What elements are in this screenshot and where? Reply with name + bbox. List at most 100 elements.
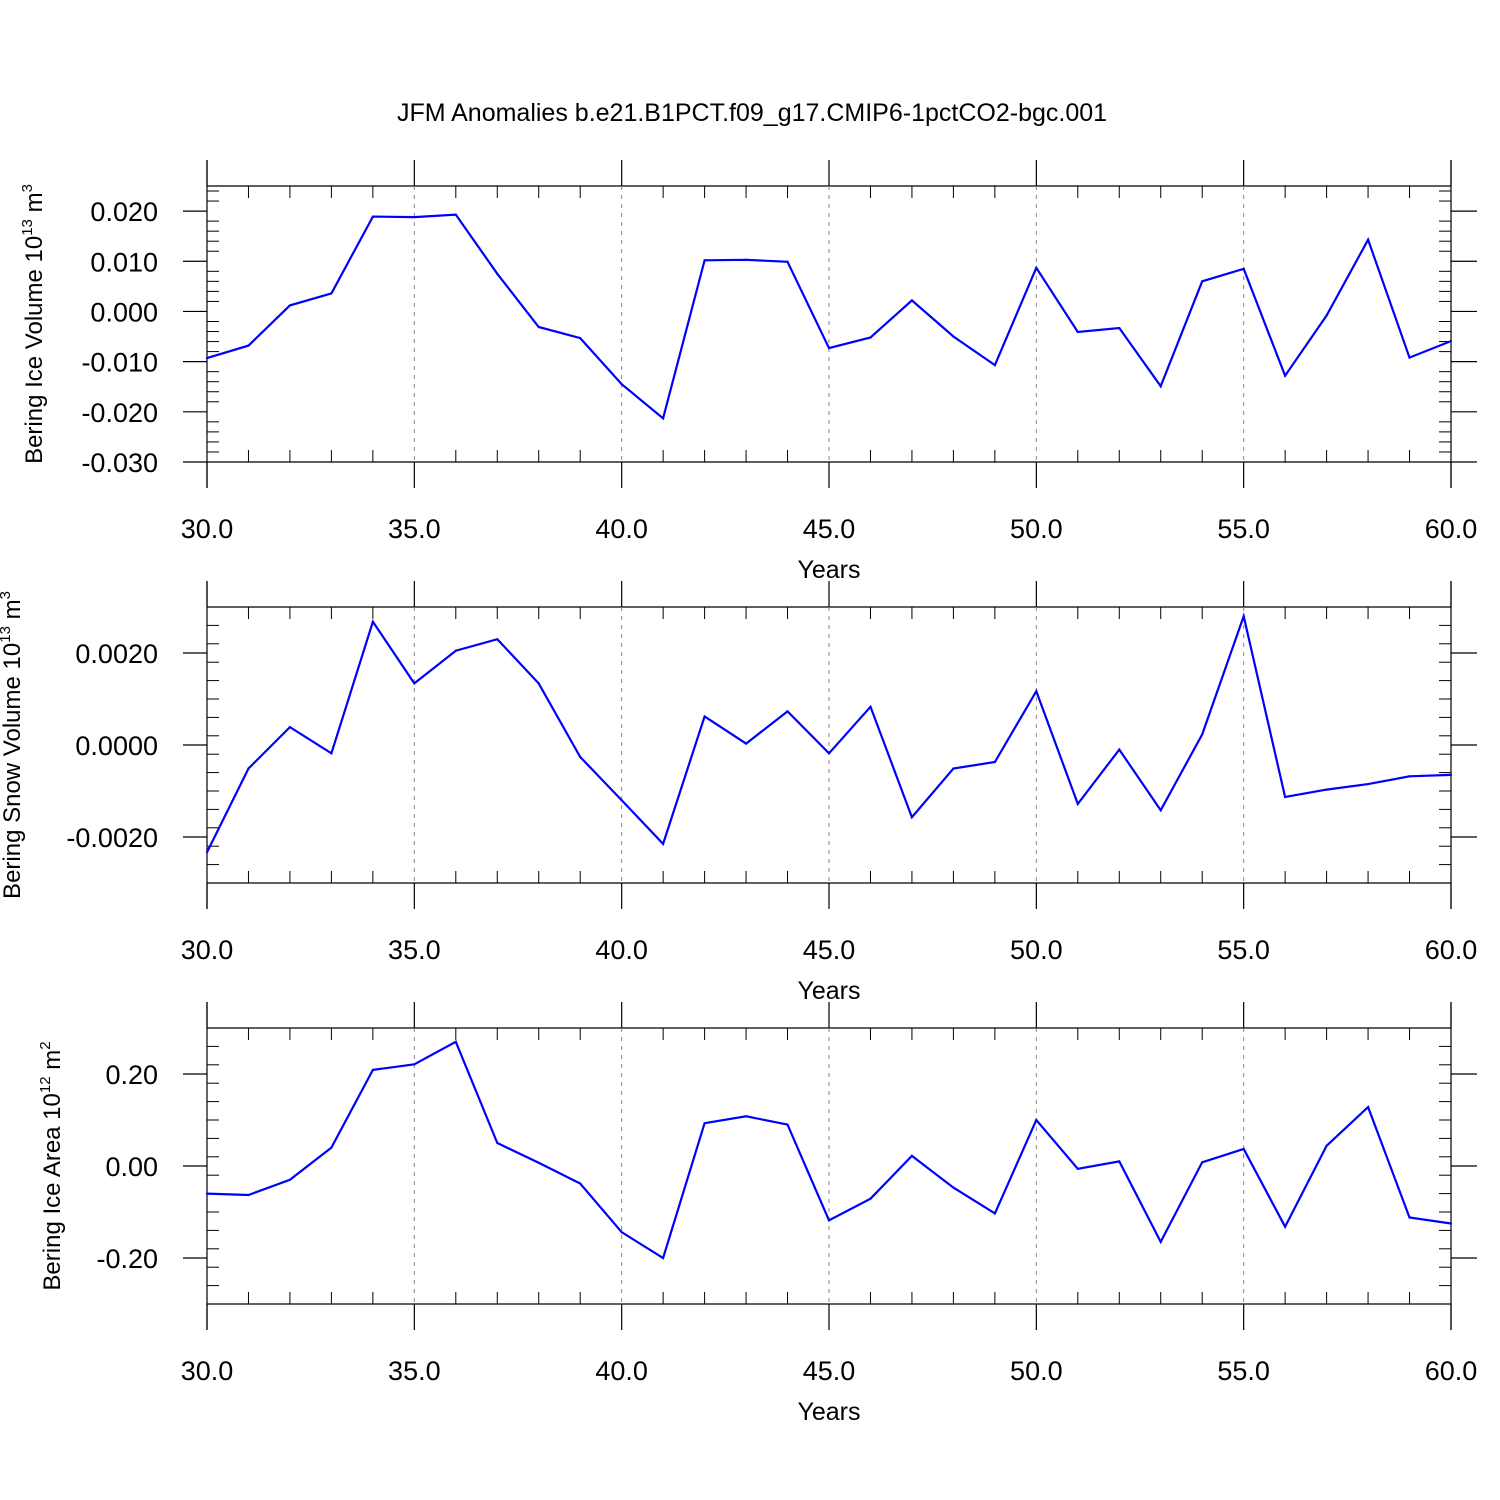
data-point <box>620 799 623 802</box>
data-point <box>1242 267 1245 270</box>
x-tick-label: 50.0 <box>1010 514 1063 544</box>
y-tick-label: -0.20 <box>96 1244 158 1274</box>
data-point <box>496 272 499 275</box>
data-point <box>1035 1118 1038 1122</box>
data-point <box>454 213 457 216</box>
data-point <box>827 1219 831 1222</box>
data-point <box>1408 1216 1411 1219</box>
data-point <box>1242 615 1245 618</box>
y-tick-label: -0.0020 <box>66 823 158 853</box>
y-tick-label: 0.00 <box>105 1152 158 1182</box>
data-point <box>1284 374 1287 377</box>
data-point <box>1408 356 1411 359</box>
data-point <box>247 344 250 347</box>
data-point <box>1449 339 1453 343</box>
data-point <box>910 1154 914 1157</box>
x-tick-label: 40.0 <box>595 514 648 544</box>
y-axis-label-unit-exponent: 2 <box>37 1041 54 1049</box>
data-point <box>247 1193 250 1197</box>
data-point <box>537 325 540 329</box>
x-tick-label: 30.0 <box>181 935 234 965</box>
data-point <box>1076 1167 1079 1170</box>
y-tick-label: 0.020 <box>90 197 158 227</box>
x-tick-label: 40.0 <box>595 935 648 965</box>
data-point <box>1284 795 1287 799</box>
data-point <box>1201 1161 1204 1164</box>
data-point <box>579 755 582 759</box>
x-tick-label: 55.0 <box>1217 1356 1270 1386</box>
data-point <box>662 417 665 420</box>
x-tick-label: 35.0 <box>388 514 441 544</box>
data-point <box>1366 783 1370 786</box>
data-point <box>496 1141 499 1145</box>
y-tick-label: 0.0020 <box>75 639 158 669</box>
data-point <box>247 767 250 770</box>
y-axis-label: Bering Ice Volume 1013 m3 <box>19 184 48 464</box>
x-axis-label: Years <box>797 1398 860 1426</box>
data-point <box>579 336 582 340</box>
data-point <box>1035 266 1038 269</box>
data-point <box>330 752 333 755</box>
data-point <box>827 346 831 350</box>
data-point <box>371 215 374 218</box>
x-tick-label: 35.0 <box>388 1356 441 1386</box>
data-point <box>662 1256 665 1260</box>
data-point <box>579 1182 582 1185</box>
data-point <box>1118 1160 1121 1163</box>
data-point <box>1449 1222 1453 1225</box>
data-point <box>910 816 914 819</box>
data-point <box>288 725 292 729</box>
data-point <box>454 649 457 652</box>
data-point <box>703 259 706 262</box>
y-tick-label: -0.010 <box>81 348 158 378</box>
data-point <box>786 710 789 713</box>
data-point <box>413 1063 416 1066</box>
data-point <box>786 260 789 263</box>
data-point <box>703 1122 706 1125</box>
x-tick-label: 35.0 <box>388 935 441 965</box>
data-point <box>1325 314 1328 317</box>
data-point <box>827 752 831 755</box>
y-tick-label: 0.000 <box>90 297 158 327</box>
x-axis-label: Years <box>797 977 860 1005</box>
y-axis-label-unit-exponent: 3 <box>0 591 14 599</box>
data-point <box>1325 1144 1328 1147</box>
data-point <box>413 682 416 685</box>
data-point <box>371 1068 374 1071</box>
data-point <box>869 336 872 339</box>
data-point <box>1449 773 1453 777</box>
y-axis-label-base: Bering Ice Area 10 <box>39 1093 66 1290</box>
y-tick-label: 0.010 <box>90 247 158 277</box>
data-point <box>869 705 872 708</box>
data-point <box>703 715 706 718</box>
data-point <box>662 842 665 846</box>
data-point <box>205 851 209 854</box>
y-axis-label-unit: m <box>21 192 48 219</box>
data-point <box>620 383 623 386</box>
data-point <box>496 638 499 641</box>
data-point <box>620 1231 623 1234</box>
y-axis-label-exponent: 13 <box>0 626 14 643</box>
data-point <box>744 742 748 745</box>
y-axis-label-exponent: 12 <box>37 1076 54 1093</box>
data-point <box>1242 1147 1245 1151</box>
x-tick-label: 55.0 <box>1217 514 1270 544</box>
data-point <box>744 258 748 261</box>
y-axis-label: Bering Snow Volume 1013 m3 <box>0 591 26 899</box>
x-tick-label: 45.0 <box>803 935 856 965</box>
data-point <box>1201 733 1204 736</box>
data-point <box>786 1123 789 1126</box>
data-point <box>1408 775 1411 778</box>
data-point <box>910 299 914 302</box>
data-point <box>454 1040 457 1043</box>
y-axis-label-unit: m <box>39 1050 66 1077</box>
data-point <box>1159 809 1162 812</box>
data-point <box>993 760 996 764</box>
y-axis-label-base: Bering Ice Volume 10 <box>21 236 48 464</box>
x-tick-label: 60.0 <box>1425 514 1478 544</box>
panel-3: -0.20 0.00 0.20 30.0 35.0 40.0 45.0 50.0 55.0 60.… <box>37 1002 1477 1426</box>
panel-2: -0.0020 0.0000 0.0020 30.0 35.0 40.0 45.0 50.0 5… <box>0 581 1477 1005</box>
data-point <box>1201 280 1204 283</box>
data-point <box>1035 690 1038 693</box>
x-tick-label: 55.0 <box>1217 935 1270 965</box>
